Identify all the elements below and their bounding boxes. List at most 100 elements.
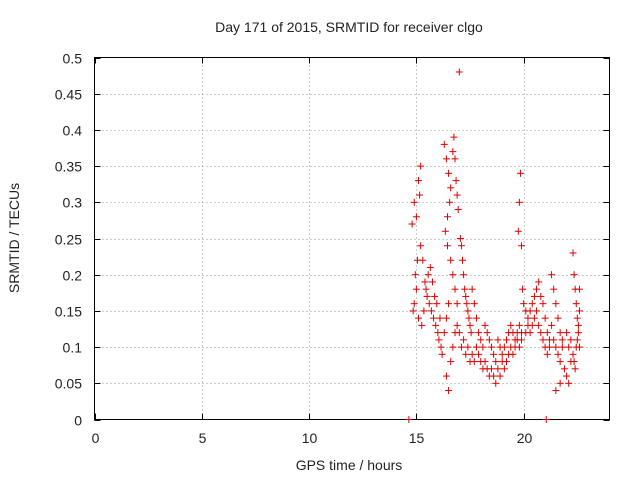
x-tick-labels: 0 5 10 15 20 [92,430,533,446]
data-point [445,387,453,395]
data-point [464,307,472,315]
data-point [498,350,506,358]
data-point [524,314,532,322]
data-point [530,314,538,322]
data-point [472,343,480,351]
data-point [500,365,508,373]
data-point [441,227,449,235]
data-point [563,329,571,337]
data-point [468,285,476,293]
data-point [569,249,577,257]
data-point [462,292,470,300]
data-point [445,300,453,308]
data-point [542,416,550,423]
data-point [434,329,442,337]
data-point [453,300,461,308]
data-point [447,256,455,264]
data-point [541,314,549,322]
data-point [533,307,541,315]
data-point [496,372,504,380]
data-point [573,314,581,322]
data-point [454,206,462,214]
data-point [520,300,528,308]
data-point [440,329,448,337]
data-point [445,169,453,177]
data-point [492,379,500,387]
data-point [426,263,434,271]
grid-lines [94,57,610,420]
data-point [543,329,551,337]
data-point [410,300,418,308]
data-point [573,336,581,344]
data-point [449,271,457,279]
data-point [500,343,508,351]
data-point [558,343,566,351]
data-point [528,300,536,308]
data-point [494,365,502,373]
data-point [537,329,545,337]
data-point [447,358,455,366]
data-point [533,285,541,293]
data-point [550,285,558,293]
data-point [463,300,471,308]
data-point [453,191,461,199]
data-point [422,285,430,293]
y-tick-label: 0.4 [63,123,83,139]
data-point [487,365,495,373]
data-point [442,155,450,163]
data-point [515,321,523,329]
data-point [537,292,545,300]
data-point [453,321,461,329]
data-point [424,271,432,279]
data-point [430,314,438,322]
data-point [460,271,468,279]
y-tick-label: 0.35 [55,159,82,175]
data-point [575,307,583,315]
x-tick-label: 0 [92,430,100,446]
y-tick-label: 0 [74,413,82,429]
x-axis-label: GPS time / hours [296,457,403,473]
data-point [443,213,451,221]
data-point [570,271,578,279]
data-point [467,329,475,337]
data-point [417,242,425,250]
data-point [483,329,491,337]
y-tick-label: 0.5 [63,51,83,67]
data-point [442,372,450,380]
data-point [460,336,468,344]
data-point [539,336,547,344]
data-point [556,379,564,387]
x-tick-label: 20 [517,430,533,446]
data-point [468,350,476,358]
data-point [411,271,419,279]
data-point [518,336,526,344]
data-point [409,307,417,315]
data-point [503,358,510,366]
data-point [455,329,463,337]
data-point [420,307,428,315]
data-point [457,242,465,250]
data-point [485,336,493,344]
data-point [569,350,577,358]
data-point [554,314,562,322]
data-point [563,372,571,380]
data-point [552,300,560,308]
data-point [567,358,575,366]
data-point [462,350,470,358]
y-tick-label: 0.15 [55,304,82,320]
y-tick-label: 0.1 [63,340,83,356]
data-point [457,343,465,351]
data-point [514,227,522,235]
data-point [518,242,526,250]
scatter-points [405,68,583,423]
y-tick-label: 0.05 [55,376,82,392]
chart-title: Day 171 of 2015, SRMTID for receiver clg… [215,19,483,35]
x-tick-label: 10 [302,430,318,446]
data-point [567,336,575,344]
data-point [470,358,478,366]
data-point [461,285,469,293]
data-point [545,343,553,351]
data-point [535,321,543,329]
data-point [472,314,480,322]
data-point [455,68,463,76]
